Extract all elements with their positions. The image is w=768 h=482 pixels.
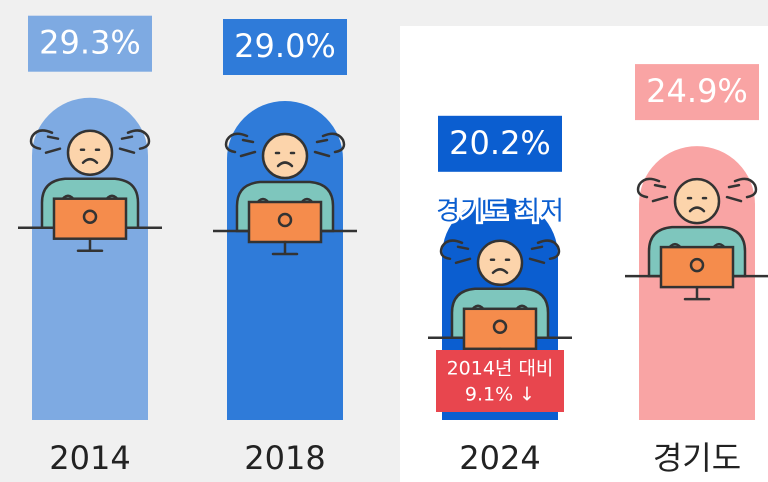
value-label: 29.0% [234, 27, 336, 65]
value-label: 24.9% [646, 72, 748, 110]
face [263, 134, 307, 178]
laptop [249, 202, 321, 242]
laptop [661, 247, 733, 287]
face [675, 179, 719, 223]
laptop [464, 309, 536, 349]
x-tick-label: 2024 [459, 439, 540, 477]
x-tick-label: 경기도 [653, 439, 741, 477]
annotation: 9.1% ↓ [465, 384, 535, 406]
face [68, 131, 112, 175]
x-tick-label: 2018 [244, 439, 325, 477]
page: {"chart_data": {"type": "bar", "categori… [0, 0, 768, 482]
annotation: 경기도 최저 [436, 197, 564, 227]
face [478, 241, 522, 285]
value-label: 20.2% [449, 124, 551, 162]
chart: 29.3% 2014 29.0% 2018 20.2% 2024 24.9% 경기도 경기도 최… [0, 0, 768, 482]
x-tick-label: 2014 [49, 439, 130, 477]
laptop [54, 199, 126, 239]
value-label: 29.3% [39, 24, 141, 62]
annotation: 2014년 대비 [447, 358, 554, 380]
